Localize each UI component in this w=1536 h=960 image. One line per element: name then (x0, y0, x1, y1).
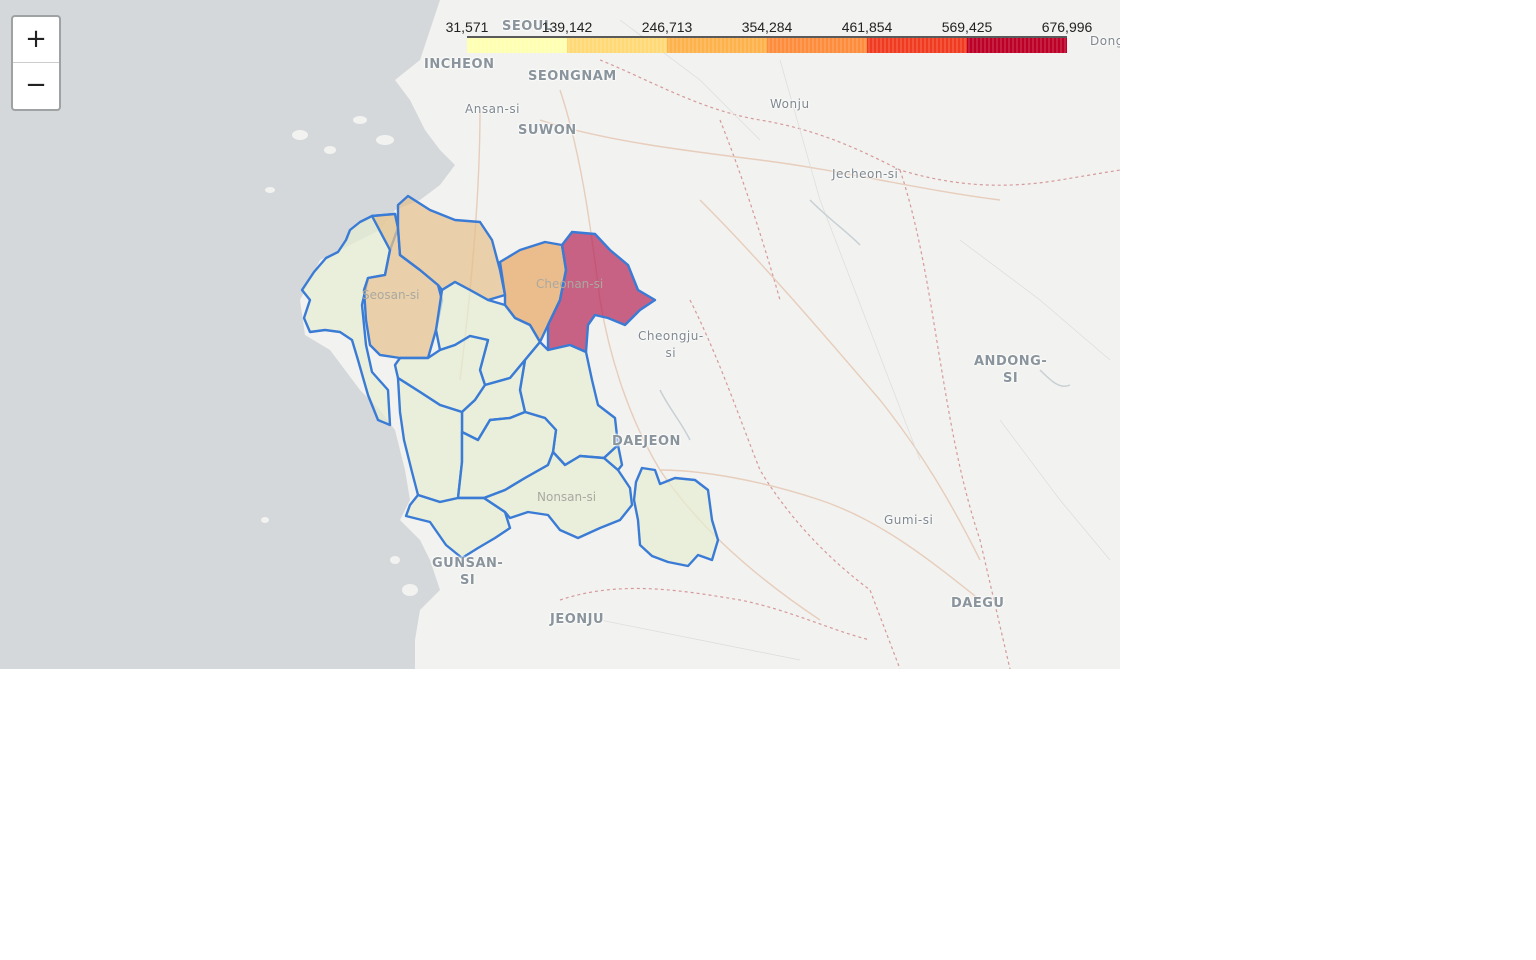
zoom-control: + − (11, 15, 61, 111)
legend-color-bin (967, 38, 1067, 53)
place-label-jecheon: Jecheon-si (832, 167, 899, 181)
place-label-andong: ANDONG- SI (974, 354, 1048, 386)
place-label-suwon: SUWON (518, 123, 577, 138)
basemap (0, 0, 1120, 669)
place-label-nonsan: Nonsan-si (537, 490, 597, 504)
legend-color-bin (767, 38, 867, 53)
rivers (659, 199, 1071, 441)
place-label-cheongju: Cheongju- si (638, 329, 704, 360)
islands (261, 116, 418, 596)
legend-color-bin (567, 38, 667, 53)
map-canvas[interactable]: SEOUL INCHEON SEONGNAM Ansan-si SUWON Wo… (0, 0, 1120, 669)
legend-tick-label: 569,425 (941, 19, 993, 35)
place-label-seongnam: SEONGNAM (528, 69, 617, 84)
color-scale-bar (467, 36, 1067, 53)
place-label-gunsan: GUNSAN- SI (432, 556, 504, 588)
place-label-ansan: Ansan-si (465, 102, 520, 116)
legend-tick-label: 246,713 (641, 19, 693, 35)
place-label-cheonan: Cheonan-si (536, 277, 604, 291)
place-label-gumi: Gumi-si (884, 513, 934, 527)
place-label-seosan: Seosan-si (362, 288, 420, 302)
region-nonsan[interactable] (482, 450, 634, 540)
province-borders (559, 59, 1120, 669)
legend-color-bin (667, 38, 767, 53)
legend-tick-label: 31,571 (445, 19, 489, 35)
color-scale-legend: 31,571 139,142 246,713 354,284 461,854 5… (440, 16, 1120, 56)
region-seocheon[interactable] (404, 493, 512, 560)
legend-tick-label: 354,284 (741, 19, 793, 35)
region-gyeryong[interactable] (602, 443, 624, 472)
place-label-donghae: Dong (1090, 34, 1120, 48)
legend-color-bin (467, 38, 567, 53)
choropleth-layer (300, 194, 720, 568)
place-label-daejeon: DAEJEON (612, 434, 681, 449)
legend-color-bin (867, 38, 967, 53)
place-label-seoul: SEOUL (502, 19, 553, 34)
place-label-daegu: DAEGU (951, 596, 1005, 611)
place-label-jeonju: JEONJU (550, 612, 605, 627)
region-geumsan[interactable] (632, 466, 720, 568)
zoom-out-button[interactable]: − (25, 70, 47, 100)
zoom-in-button[interactable]: + (13, 17, 59, 63)
legend-tick-label: 676,996 (1041, 19, 1093, 35)
legend-tick-label: 461,854 (841, 19, 893, 35)
place-label-wonju: Wonju (770, 97, 810, 111)
region-cheonan-east[interactable] (546, 230, 657, 354)
sea-area (0, 0, 455, 669)
legend-tick-label: 139,142 (541, 19, 593, 35)
place-label-incheon: INCHEON (424, 57, 495, 72)
